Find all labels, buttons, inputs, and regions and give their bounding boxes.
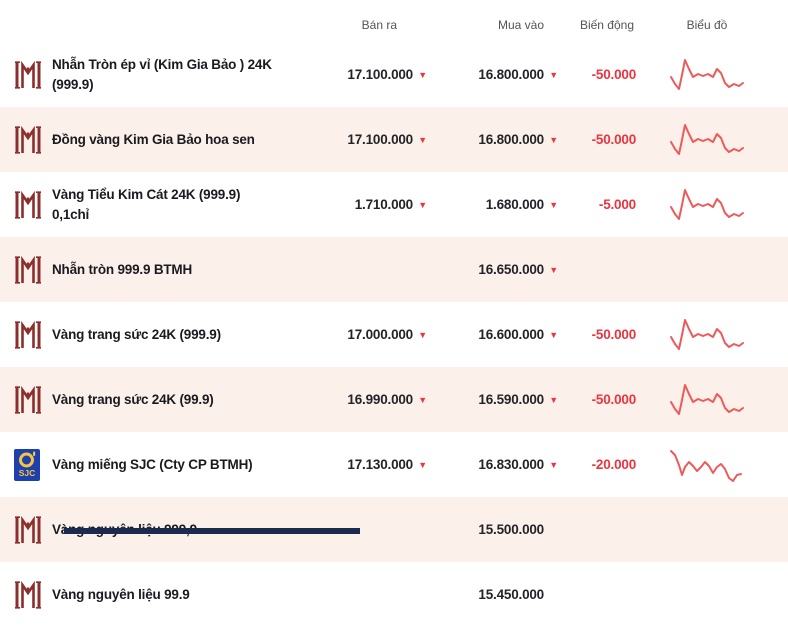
next-section-top-edge bbox=[64, 528, 360, 534]
product-name: Đồng vàng Kim Gia Bảo hoa sen bbox=[52, 131, 255, 147]
sparkline-chart[interactable] bbox=[636, 445, 778, 485]
down-arrow-icon: ▼ bbox=[418, 330, 427, 340]
price-change: -5.000 bbox=[598, 197, 636, 212]
column-header-change: Biến động bbox=[579, 18, 634, 32]
btmh-logo-icon bbox=[8, 580, 52, 610]
buy-price: 16.800.000 ▼ bbox=[478, 132, 558, 147]
sell-price: 17.100.000 ▼ bbox=[347, 67, 427, 82]
product-name: Vàng trang sức 24K (99.9) bbox=[52, 391, 214, 407]
sjc-logo-icon: SJC bbox=[8, 448, 52, 481]
sparkline-chart[interactable] bbox=[636, 120, 778, 160]
btmh-logo-icon bbox=[8, 320, 52, 350]
down-arrow-icon: ▼ bbox=[418, 70, 427, 80]
btmh-logo-icon bbox=[8, 190, 52, 220]
down-arrow-icon: ▼ bbox=[549, 330, 558, 340]
btmh-logo-icon bbox=[8, 125, 52, 155]
table-header-row: Bán ra Mua vào Biến động Biểu đồ bbox=[0, 0, 788, 42]
down-arrow-icon: ▼ bbox=[418, 460, 427, 470]
down-arrow-icon: ▼ bbox=[549, 135, 558, 145]
price-change: -50.000 bbox=[591, 392, 637, 407]
sparkline-path bbox=[670, 318, 744, 350]
buy-price: 16.650.000 ▼ bbox=[478, 262, 558, 277]
btmh-logo-icon bbox=[8, 255, 52, 285]
buy-price: 15.450.000▼ bbox=[478, 587, 544, 602]
btmh-logo-icon bbox=[8, 515, 52, 545]
price-change: -20.000 bbox=[591, 457, 637, 472]
btmh-logo-icon bbox=[8, 385, 52, 415]
btmh-logo-icon bbox=[8, 60, 52, 90]
product-name: Vàng miếng SJC (Cty CP BTMH) bbox=[52, 456, 253, 472]
product-name: Vàng trang sức 24K (999.9) bbox=[52, 326, 221, 342]
sell-price: 17.000.000 ▼ bbox=[347, 327, 427, 342]
buy-price: 16.800.000 ▼ bbox=[478, 67, 558, 82]
buy-price: 16.600.000 ▼ bbox=[478, 327, 558, 342]
sparkline-chart[interactable] bbox=[636, 55, 778, 95]
column-header-buy: Mua vào bbox=[497, 18, 544, 32]
table-row: Đồng vàng Kim Gia Bảo hoa sen 17.100.000… bbox=[0, 107, 788, 172]
product-name: Vàng Tiểu Kim Cát 24K (999.9) 0,1chỉ bbox=[52, 186, 241, 222]
table-row: Nhẫn Tròn ép vỉ (Kim Gia Bảo ) 24K (999.… bbox=[0, 42, 788, 107]
column-header-sell: Bán ra bbox=[361, 18, 397, 32]
down-arrow-icon: ▼ bbox=[418, 395, 427, 405]
svg-text:SJC: SJC bbox=[19, 468, 36, 478]
sparkline-chart[interactable] bbox=[636, 380, 778, 420]
sell-price: 16.990.000 ▼ bbox=[347, 392, 427, 407]
sparkline-path bbox=[670, 58, 744, 90]
sell-price: 17.130.000 ▼ bbox=[347, 457, 427, 472]
down-arrow-icon: ▼ bbox=[549, 395, 558, 405]
down-arrow-icon: ▼ bbox=[549, 265, 558, 275]
price-change: -50.000 bbox=[591, 67, 637, 82]
sparkline-path bbox=[670, 188, 744, 220]
sparkline-path bbox=[670, 383, 744, 415]
product-name: Nhẫn tròn 999.9 BTMH bbox=[52, 261, 193, 277]
price-change: -50.000 bbox=[591, 132, 637, 147]
price-change: -50.000 bbox=[591, 327, 637, 342]
buy-price: 16.830.000 ▼ bbox=[478, 457, 558, 472]
sparkline-chart[interactable] bbox=[636, 185, 778, 225]
table-row: Vàng trang sức 24K (99.9) 16.990.000 ▼ 16… bbox=[0, 367, 788, 432]
sell-price: 1.710.000 ▼ bbox=[354, 197, 427, 212]
down-arrow-icon: ▼ bbox=[549, 200, 558, 210]
table-row: Vàng nguyên liệu 99.9 ▼ 15.450.000▼ bbox=[0, 562, 788, 627]
buy-price: 15.500.000▼ bbox=[478, 522, 544, 537]
down-arrow-icon: ▼ bbox=[549, 460, 558, 470]
table-body: Nhẫn Tròn ép vỉ (Kim Gia Bảo ) 24K (999.… bbox=[0, 42, 788, 627]
down-arrow-icon: ▼ bbox=[549, 70, 558, 80]
sparkline-path bbox=[670, 449, 742, 482]
column-header-chart: Biểu đồ bbox=[686, 18, 728, 32]
down-arrow-icon: ▼ bbox=[418, 135, 427, 145]
sparkline-path bbox=[670, 123, 744, 155]
buy-price: 16.590.000 ▼ bbox=[478, 392, 558, 407]
buy-price: 1.680.000 ▼ bbox=[485, 197, 558, 212]
table-row: Vàng Tiểu Kim Cát 24K (999.9) 0,1chỉ 1.7… bbox=[0, 172, 788, 237]
table-row: Nhẫn tròn 999.9 BTMH ▼ 16.650.000▼ bbox=[0, 237, 788, 302]
sell-price: 17.100.000 ▼ bbox=[347, 132, 427, 147]
product-name: Vàng nguyên liệu 99.9 bbox=[52, 586, 190, 602]
table-row: Vàng trang sức 24K (999.9) 17.000.000 ▼ 1… bbox=[0, 302, 788, 367]
table-row: SJC Vàng miếng SJC (Cty CP BTMH) 17.130.… bbox=[0, 432, 788, 497]
down-arrow-icon: ▼ bbox=[418, 200, 427, 210]
sparkline-chart[interactable] bbox=[636, 315, 778, 355]
product-name: Nhẫn Tròn ép vỉ (Kim Gia Bảo ) 24K (999.… bbox=[52, 56, 272, 92]
